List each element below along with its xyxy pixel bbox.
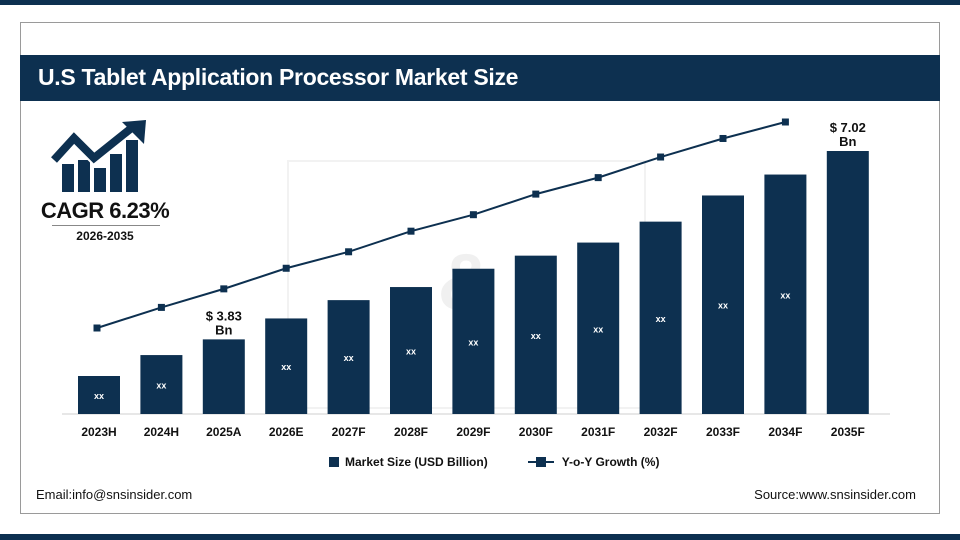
card-frame [20, 22, 940, 514]
bar-value-label: xx [281, 362, 291, 372]
x-tick-label: 2030F [519, 425, 553, 439]
bar-value-label: xx [780, 290, 790, 300]
bar-value-label: xx [406, 347, 416, 357]
yoy-growth-point [345, 248, 353, 256]
bar-value-label: xx [718, 301, 728, 311]
chart-legend: Market Size (USD Billion) Y-o-Y Growth (… [329, 455, 659, 469]
bar-2024H [140, 355, 183, 414]
yoy-growth-point [220, 285, 228, 293]
bar-2032F [639, 221, 682, 414]
bar-2034F [764, 174, 807, 414]
legend-market-size: Market Size (USD Billion) [345, 455, 488, 469]
bar-2023H [78, 376, 120, 414]
yoy-growth-point [469, 211, 477, 219]
legend-line-swatch [527, 457, 554, 467]
cagr-divider [52, 225, 160, 226]
title-band [20, 55, 940, 101]
bar-value-label: xx [94, 391, 104, 401]
page-title: U.S Tablet Application Processor Market … [38, 64, 519, 90]
bar-value-label: xx [344, 353, 354, 363]
x-tick-label: 2026E [269, 425, 304, 439]
bar-2026E [265, 318, 308, 414]
bar-value-label: xx [468, 337, 478, 347]
x-tick-label: 2032F [644, 425, 678, 439]
bottom-accent-bar [0, 534, 960, 540]
x-tick-label: 2025A [206, 425, 242, 439]
legend-bar-swatch [329, 457, 339, 467]
legend-yoy-growth: Y-o-Y Growth (%) [561, 455, 660, 469]
yoy-growth-point [407, 227, 415, 235]
x-tick-label: 2024H [144, 425, 179, 439]
bar-2029F [452, 268, 495, 414]
bar-chart-growth-arrow-icon [50, 120, 146, 192]
yoy-growth-point [93, 324, 101, 332]
footer-source: Source:www.snsinsider.com [754, 487, 916, 502]
x-tick-label: 2035F [831, 425, 865, 439]
bar-2033F [702, 195, 744, 414]
bar-2027F [327, 300, 370, 414]
x-tick-label: 2034F [768, 425, 802, 439]
x-tick-label: 2029F [456, 425, 490, 439]
bar-2025A [202, 339, 245, 414]
x-tick-label: 2028F [394, 425, 428, 439]
yoy-growth-line [96, 121, 786, 329]
bar-value-unit: Bn [839, 134, 856, 149]
yoy-growth-point [781, 118, 789, 126]
cagr-value: CAGR 6.23% [40, 198, 170, 223]
bar-2031F [577, 242, 620, 414]
bar-value-label: $ 3.83 [206, 308, 242, 323]
cagr-period: 2026-2035 [76, 229, 134, 243]
bar-2028F [390, 287, 432, 414]
bar-value-label: xx [156, 381, 166, 391]
bar-value-label: xx [593, 324, 603, 334]
top-accent-bar [0, 0, 960, 5]
footer-email: Email:info@snsinsider.com [36, 487, 193, 502]
yoy-growth-point [532, 190, 540, 198]
yoy-growth-point [657, 153, 665, 161]
yoy-growth-point [719, 134, 727, 142]
bar-value-label: xx [656, 314, 666, 324]
x-tick-label: 2027F [332, 425, 366, 439]
bar-2030F [514, 255, 557, 414]
yoy-growth-point [282, 264, 290, 272]
x-tick-label: 2023H [81, 425, 116, 439]
bar-2035F [826, 151, 869, 414]
yoy-growth-point [157, 303, 165, 311]
bar-value-label: xx [531, 331, 541, 341]
x-tick-label: 2033F [706, 425, 740, 439]
bar-value-unit: Bn [215, 322, 232, 337]
yoy-growth-point [594, 174, 602, 182]
bar-value-label: $ 7.02 [830, 120, 866, 135]
x-tick-label: 2031F [581, 425, 615, 439]
